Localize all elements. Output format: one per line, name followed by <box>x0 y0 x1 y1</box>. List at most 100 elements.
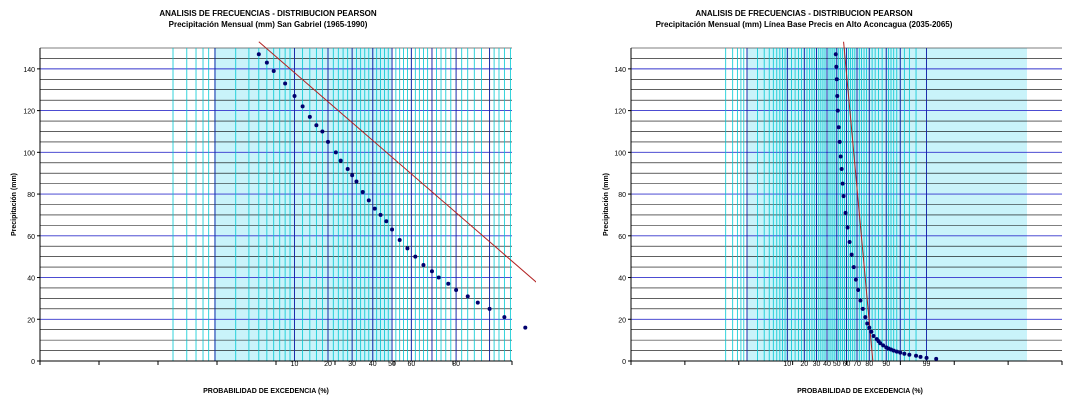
x-tick-label: 10 <box>291 361 299 368</box>
data-point <box>853 277 858 282</box>
data-point <box>446 281 451 286</box>
chart-title: ANALISIS DE FRECUENCIAS - DISTRIBUCION P… <box>695 9 913 18</box>
data-point <box>860 306 865 311</box>
data-point <box>907 352 912 357</box>
data-point <box>475 300 480 305</box>
x-tick-label: 90 <box>882 361 890 368</box>
x-tick-label: 99 <box>923 361 931 368</box>
data-point <box>924 355 929 360</box>
data-point <box>840 181 845 186</box>
data-point <box>835 108 840 113</box>
data-point <box>874 337 879 342</box>
data-point <box>836 125 841 130</box>
chart-title: ANALISIS DE FRECUENCIAS - DISTRIBUCION P… <box>159 9 377 18</box>
data-point <box>839 167 844 172</box>
data-point <box>292 93 297 98</box>
data-point <box>326 139 330 144</box>
x-tick-label: 50 <box>833 361 841 368</box>
data-point <box>934 356 939 361</box>
y-tick-label: 120 <box>614 109 626 116</box>
data-point <box>264 60 269 65</box>
data-point <box>405 246 410 251</box>
x-axis-title: PROBABILIDAD DE EXCEDENCIA (%) <box>203 388 329 395</box>
x-tick-label: 70 <box>853 361 861 368</box>
data-point <box>914 353 919 358</box>
y-tick-label: 60 <box>618 234 626 241</box>
data-point <box>354 179 359 184</box>
data-point <box>847 240 852 245</box>
data-point <box>523 325 528 330</box>
data-point <box>436 275 441 280</box>
data-point <box>314 123 319 128</box>
data-point <box>871 333 876 338</box>
data-point <box>858 298 863 303</box>
data-point <box>307 114 312 119</box>
data-point <box>360 189 365 194</box>
x-axis-title: PROBABILIDAD DE EXCEDENCIA (%) <box>797 388 923 395</box>
y-tick-label: 0 <box>31 359 35 366</box>
data-point <box>366 198 371 203</box>
y-tick-label: 140 <box>23 67 35 74</box>
y-tick-label: 140 <box>614 67 626 74</box>
data-point <box>856 288 861 293</box>
x-tick-label: 20 <box>324 361 332 368</box>
data-point <box>841 194 846 199</box>
data-point <box>867 325 872 330</box>
y-tick-label: 20 <box>27 317 35 324</box>
y-tick-label: 100 <box>23 150 35 157</box>
x-tick-label: 60 <box>407 361 415 368</box>
data-point <box>898 350 903 355</box>
data-point <box>300 104 305 109</box>
data-point <box>902 351 907 356</box>
probability-plot: 02040608010012014099908070605040302010Pr… <box>603 41 1063 395</box>
data-point <box>833 52 838 57</box>
data-point <box>835 93 840 98</box>
data-point <box>851 265 856 270</box>
chart-panel-left: ANALISIS DE FRECUENCIAS - DISTRIBUCION P… <box>11 9 536 395</box>
data-point <box>838 154 843 159</box>
data-point <box>918 354 923 359</box>
data-point <box>378 212 383 217</box>
fit-line <box>258 41 536 283</box>
data-point <box>320 129 325 134</box>
x-tick-label: 40 <box>823 361 831 368</box>
y-tick-label: 100 <box>614 150 626 157</box>
x-tick-label: 20 <box>800 361 808 368</box>
x-tick-label: 60 <box>843 361 851 368</box>
x-tick-label: 40 <box>369 361 377 368</box>
data-point <box>397 237 402 242</box>
data-point <box>849 252 854 257</box>
data-point <box>837 139 842 144</box>
data-point <box>283 81 288 86</box>
data-point <box>413 254 418 259</box>
y-axis-title: Precipitación (mm) <box>11 173 18 236</box>
x-tick-label: 30 <box>813 361 821 368</box>
data-point <box>834 77 839 82</box>
data-point <box>884 345 889 350</box>
fit-line <box>843 41 874 362</box>
y-tick-label: 40 <box>27 276 35 283</box>
x-tick-label: 50 <box>388 361 396 368</box>
chart-panel-right: ANALISIS DE FRECUENCIAS - DISTRIBUCION P… <box>536 0 1072 397</box>
data-point <box>863 315 868 320</box>
x-tick-label: 10 <box>783 361 791 368</box>
data-point <box>256 52 261 57</box>
data-point <box>350 173 355 178</box>
x-tick-label: 30 <box>348 361 356 368</box>
y-tick-label: 80 <box>27 192 35 199</box>
data-point <box>421 263 426 268</box>
data-point <box>865 321 870 326</box>
y-tick-label: 0 <box>622 359 626 366</box>
x-tick-label: 80 <box>865 361 873 368</box>
probability-plot: 0204060801001201409980605040302010Precip… <box>11 41 536 395</box>
y-tick-label: 80 <box>618 192 626 199</box>
data-point <box>271 68 276 73</box>
y-tick-label: 120 <box>23 109 35 116</box>
data-point <box>881 343 886 348</box>
data-point <box>454 288 459 293</box>
data-point <box>338 158 343 163</box>
x-tick-label: 80 <box>452 361 460 368</box>
y-axis-title: Precipitación (mm) <box>603 173 610 236</box>
data-point <box>894 349 899 354</box>
data-point <box>869 329 874 334</box>
